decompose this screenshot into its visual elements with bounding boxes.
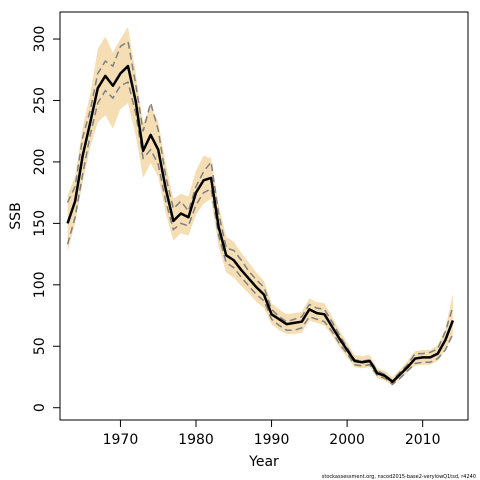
y-tick-label: 300 xyxy=(32,26,48,53)
x-tick-label: 1980 xyxy=(178,432,214,448)
dashed-line-2 xyxy=(66,80,454,386)
y-tick-label: 150 xyxy=(32,210,48,237)
confidence-band xyxy=(67,26,453,386)
x-tick-label: 2000 xyxy=(329,432,365,448)
ssb-estimate-line xyxy=(66,64,455,384)
y-tick-label: 0 xyxy=(32,403,48,412)
plot-frame xyxy=(59,11,469,421)
y-tick-label: 250 xyxy=(32,87,48,114)
y-axis-title: SSB xyxy=(8,202,24,229)
x-tick-label: 2010 xyxy=(405,432,441,448)
x-tick-label: 1990 xyxy=(254,432,290,448)
footnote: stockassessment.org, nscod2015-base2-ver… xyxy=(322,474,476,480)
x-tick-label: 1970 xyxy=(103,432,139,448)
y-tick-label: 200 xyxy=(32,149,48,176)
y-tick-label: 50 xyxy=(32,337,48,355)
x-axis-title: Year xyxy=(248,454,279,470)
y-tick-label: 100 xyxy=(32,271,48,298)
